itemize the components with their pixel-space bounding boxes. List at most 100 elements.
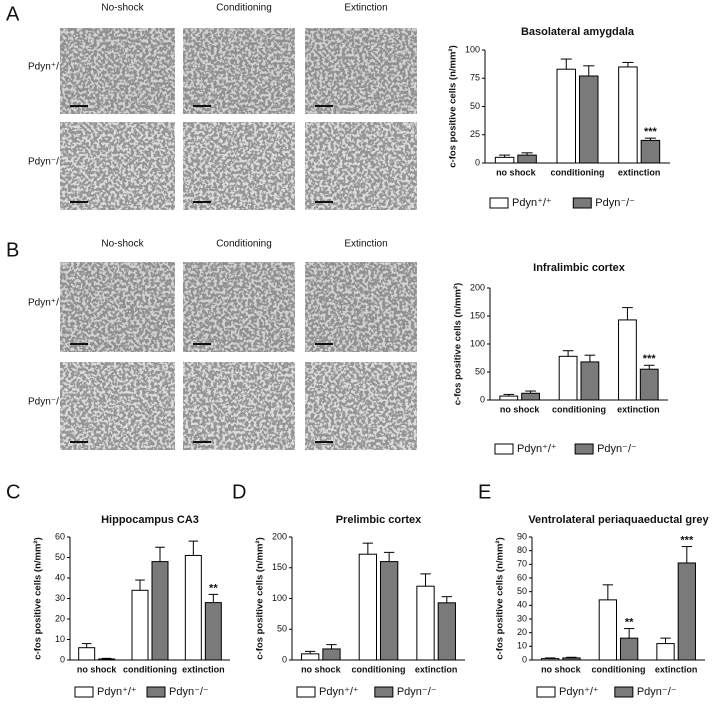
micrograph-texture bbox=[183, 262, 295, 352]
y-tick-label: 20 bbox=[55, 613, 65, 623]
bar bbox=[640, 139, 661, 164]
bar bbox=[416, 585, 435, 661]
micrograph-texture bbox=[183, 122, 295, 210]
chart-title: Basolateral amygdala bbox=[521, 26, 635, 38]
column-header: No-shock bbox=[101, 239, 144, 250]
x-tick-label: no shock bbox=[496, 167, 537, 177]
bar bbox=[562, 657, 581, 661]
y-tick-label: 40 bbox=[55, 572, 65, 582]
bar bbox=[98, 658, 116, 661]
y-tick-label: 200 bbox=[470, 282, 485, 292]
chart-title: Prelimbic cortex bbox=[336, 514, 422, 526]
y-tick-label: 0 bbox=[60, 654, 65, 664]
chart-title: Infralimbic cortex bbox=[533, 262, 626, 274]
bar bbox=[656, 643, 675, 661]
column-header: No-shock bbox=[101, 3, 144, 14]
y-tick-label: 60 bbox=[55, 531, 65, 541]
x-tick-label: conditioning bbox=[551, 167, 605, 177]
legend-swatch bbox=[494, 443, 514, 455]
y-axis-label: c-fos positive cells (n/mm²) bbox=[255, 537, 266, 659]
panel-label: C bbox=[6, 481, 20, 503]
bar bbox=[618, 319, 637, 401]
column-header: Extinction bbox=[344, 3, 387, 14]
y-axis-label: c-fos positive cells (n/mm²) bbox=[495, 537, 506, 659]
y-tick-label: 30 bbox=[55, 593, 65, 603]
legend-label: Pdyn⁻/⁻ bbox=[169, 686, 209, 698]
legend-label: Pdyn⁻/⁻ bbox=[637, 686, 677, 698]
row-label: Pdyn⁺/⁺ bbox=[28, 298, 64, 309]
legend-swatch bbox=[489, 197, 509, 209]
micrograph-texture bbox=[305, 122, 417, 210]
chart-title: Hippocampus CA3 bbox=[101, 514, 199, 526]
panel-label: A bbox=[6, 3, 20, 25]
row-label: Pdyn⁻/⁻ bbox=[28, 157, 64, 168]
micrograph-texture bbox=[305, 28, 417, 114]
panel-label: D bbox=[232, 481, 246, 503]
micrograph-texture bbox=[305, 262, 417, 352]
y-tick-label: 150 bbox=[272, 562, 287, 572]
y-tick-label: 75 bbox=[470, 73, 480, 83]
y-tick-label: 50 bbox=[277, 624, 287, 634]
bar bbox=[78, 647, 96, 661]
bar bbox=[556, 68, 576, 164]
bar bbox=[677, 562, 696, 661]
significance: ** bbox=[625, 616, 634, 628]
bar bbox=[380, 561, 399, 661]
x-tick-label: conditioning bbox=[352, 664, 406, 674]
legend-swatch bbox=[572, 197, 592, 209]
x-tick-label: no shock bbox=[541, 664, 582, 674]
row-label: Pdyn⁻/⁻ bbox=[28, 397, 64, 408]
x-tick-label: extinction bbox=[415, 664, 458, 674]
panel-label: B bbox=[6, 239, 19, 261]
legend-swatch bbox=[296, 686, 316, 698]
y-tick-label: 0 bbox=[282, 654, 287, 664]
x-tick-label: conditioning bbox=[552, 404, 606, 414]
legend-label: Pdyn⁻/⁻ bbox=[595, 197, 635, 209]
y-tick-label: 40 bbox=[517, 600, 527, 610]
legend-swatch bbox=[74, 686, 94, 698]
x-tick-label: extinction bbox=[655, 664, 698, 674]
chart-title: Ventrolateral periaquaeductal grey bbox=[528, 514, 709, 526]
legend-swatch bbox=[536, 686, 556, 698]
legend-label: Pdyn⁻/⁻ bbox=[397, 686, 437, 698]
micrograph-texture bbox=[60, 122, 175, 210]
y-tick-label: 20 bbox=[517, 627, 527, 637]
bar bbox=[358, 553, 378, 661]
significance: *** bbox=[680, 534, 694, 546]
y-tick-label: 200 bbox=[272, 531, 287, 541]
y-tick-label: 30 bbox=[517, 613, 527, 623]
y-tick-label: 100 bbox=[465, 44, 480, 54]
bar bbox=[618, 66, 638, 164]
y-tick-label: 0 bbox=[480, 394, 485, 404]
bar bbox=[580, 361, 600, 401]
bar bbox=[204, 602, 222, 661]
bar bbox=[494, 156, 515, 164]
y-tick-label: 50 bbox=[517, 586, 527, 596]
bar bbox=[437, 602, 456, 661]
y-axis-label: c-fos positive cells (n/mm²) bbox=[33, 537, 44, 659]
micrograph-texture bbox=[60, 28, 175, 114]
y-tick-label: 50 bbox=[470, 101, 480, 111]
bar bbox=[499, 395, 519, 401]
bar bbox=[579, 75, 599, 164]
micrograph-texture bbox=[183, 28, 295, 114]
x-tick-label: no shock bbox=[500, 404, 541, 414]
legend-label: Pdyn⁺/⁺ bbox=[512, 197, 552, 209]
y-tick-label: 10 bbox=[517, 641, 527, 651]
micrograph-texture bbox=[305, 362, 417, 450]
bar bbox=[184, 554, 202, 661]
column-header: Conditioning bbox=[216, 239, 272, 250]
bar bbox=[517, 154, 537, 164]
y-axis-label: c-fos positive cells (n/mm²) bbox=[453, 283, 464, 405]
micrograph-texture bbox=[60, 362, 175, 450]
legend-swatch bbox=[374, 686, 394, 698]
legend-label: Pdyn⁺/⁺ bbox=[97, 686, 137, 698]
x-tick-label: no shock bbox=[77, 664, 118, 674]
legend-swatch bbox=[614, 686, 634, 698]
significance: *** bbox=[644, 126, 658, 138]
bar bbox=[639, 368, 659, 401]
y-tick-label: 100 bbox=[272, 593, 287, 603]
panel-label: E bbox=[478, 481, 491, 503]
y-tick-label: 0 bbox=[522, 654, 527, 664]
